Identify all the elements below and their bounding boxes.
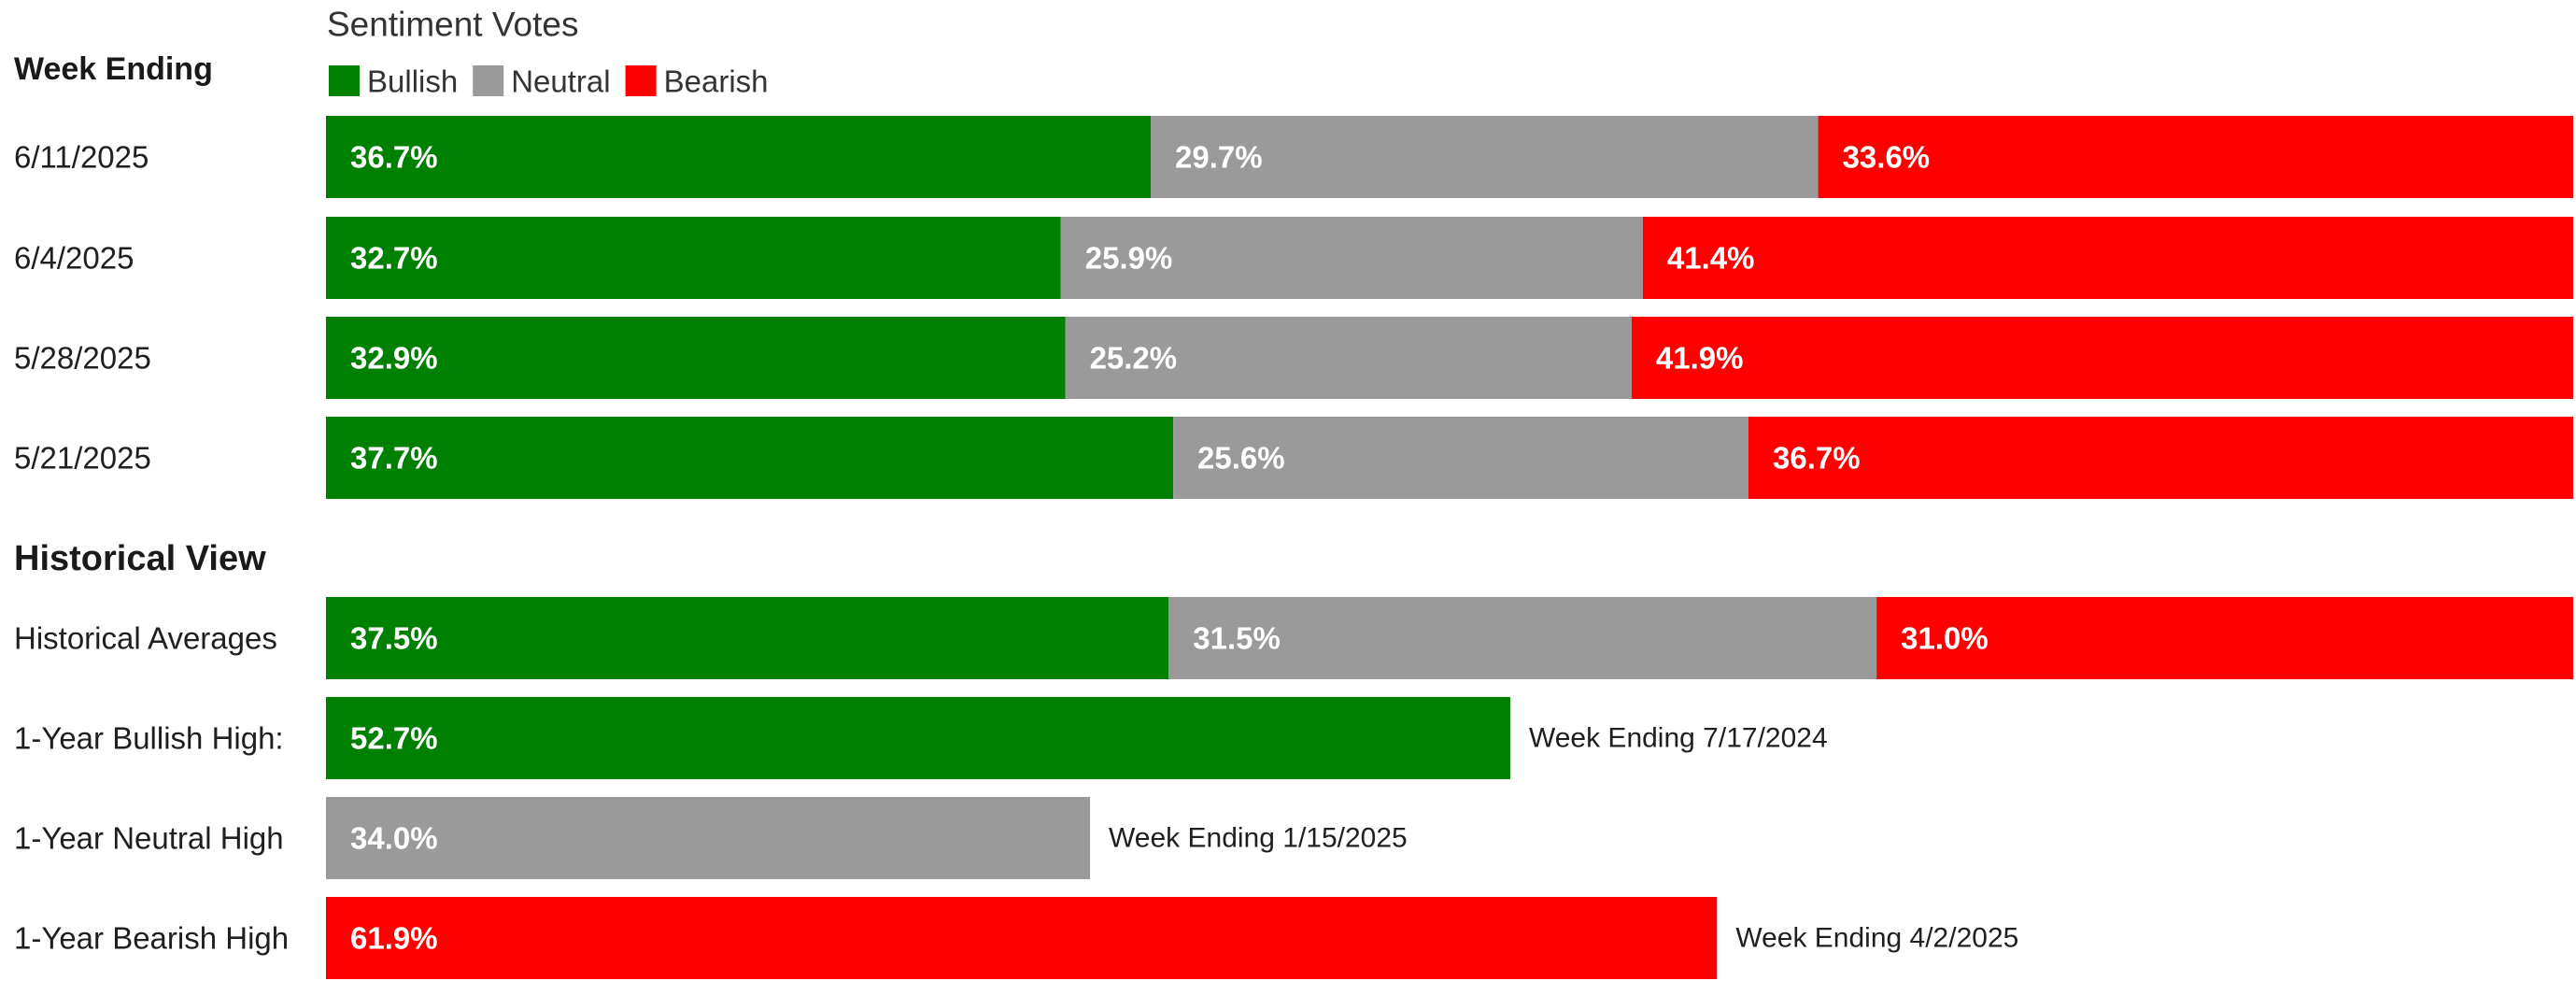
week-0-value-label-bearish: 33.6% (1843, 140, 1931, 175)
week-label: 6/11/2025 (14, 140, 149, 175)
week-3-bar-bullish (326, 417, 1174, 499)
week-1-bar-neutral (1060, 217, 1643, 299)
chart-title: Sentiment Votes (327, 6, 578, 44)
week-2-bar-bullish (326, 317, 1066, 399)
legend-label-bullish: Bullish (367, 64, 458, 99)
week-3-value-label-neutral: 25.6% (1197, 441, 1285, 476)
bearish-high-bar (326, 897, 1718, 979)
legend-label-neutral: Neutral (511, 64, 610, 99)
week-1-value-label-neutral: 25.9% (1085, 241, 1173, 276)
week-3-bar-neutral (1173, 417, 1748, 499)
historical-average-value-label-bearish: 31.0% (1901, 621, 1989, 656)
week-1-value-label-bullish: 32.7% (350, 241, 438, 276)
legend-swatch-bearish (625, 65, 657, 96)
week-0-bar-bullish (326, 116, 1152, 198)
week-0-bar-neutral (1151, 116, 1819, 198)
week-label: 6/4/2025 (14, 241, 134, 276)
week-3-value-label-bullish: 37.7% (350, 441, 438, 476)
neutral-high-note: Week Ending 1/15/2025 (1109, 823, 1408, 854)
week-0-value-label-bullish: 36.7% (350, 140, 438, 175)
historical-average-bar-bearish (1876, 597, 2573, 679)
bearish-high-note: Week Ending 4/2/2025 (1735, 923, 2018, 954)
neutral-high-bar (326, 797, 1091, 879)
week-0-value-label-neutral: 29.7% (1175, 140, 1263, 175)
historical-average-bar-bullish (326, 597, 1169, 679)
week-1-bar-bearish (1642, 217, 2573, 299)
legend-swatch-bullish (329, 65, 360, 96)
historical-average-bar-neutral (1168, 597, 1877, 679)
historical-average-value-label-bullish: 37.5% (350, 621, 438, 656)
week-1-bar-bullish (326, 217, 1061, 299)
week-3-bar-bearish (1748, 417, 2573, 499)
week-3-value-label-bearish: 36.7% (1773, 441, 1861, 476)
week-2-value-label-neutral: 25.2% (1090, 341, 1178, 376)
legend-swatch-neutral (473, 65, 504, 96)
historical-view-header: Historical View (14, 539, 266, 578)
bullish-high-note: Week Ending 7/17/2024 (1529, 723, 1828, 754)
bullish-high-value-label: 52.7% (350, 721, 438, 756)
bearish-high-value-label: 61.9% (350, 921, 438, 956)
week-label: 5/28/2025 (14, 341, 151, 376)
bullish-high-bar (326, 697, 1510, 779)
week-label: 5/21/2025 (14, 441, 151, 476)
historical-average-value-label-neutral: 31.5% (1193, 621, 1281, 656)
bullish-high-label: 1-Year Bullish High: (14, 721, 284, 756)
week-0-bar-bearish (1818, 116, 2573, 198)
historical-averages-label: Historical Averages (14, 621, 277, 656)
bearish-high-label: 1-Year Bearish High (14, 921, 289, 956)
week-2-bar-bearish (1631, 317, 2573, 399)
week-2-value-label-bullish: 32.9% (350, 341, 438, 376)
legend-label-bearish: Bearish (664, 64, 769, 99)
week-1-value-label-bearish: 41.4% (1667, 241, 1755, 276)
week-2-bar-neutral (1065, 317, 1632, 399)
neutral-high-label: 1-Year Neutral High (14, 821, 284, 856)
neutral-high-value-label: 34.0% (350, 821, 438, 856)
week-2-value-label-bearish: 41.9% (1656, 341, 1744, 376)
row-header: Week Ending (14, 51, 213, 87)
